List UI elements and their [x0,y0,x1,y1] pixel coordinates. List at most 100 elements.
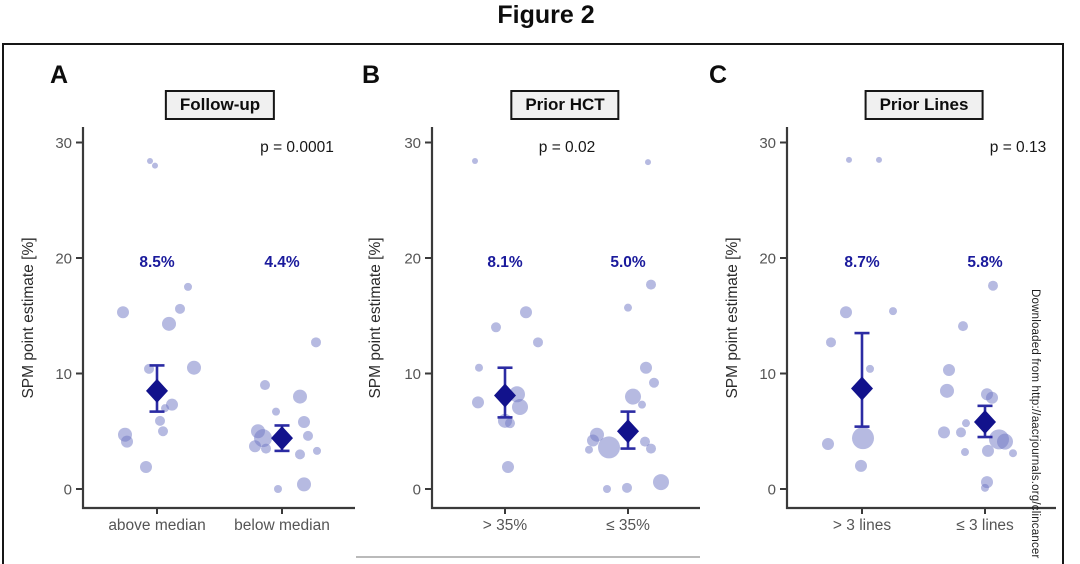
mean-diamond [974,410,996,435]
data-point [505,418,515,429]
x-tick-label: > 35% [483,517,528,534]
data-point [986,391,998,404]
y-tick-label: 20 [55,251,72,268]
y-tick-label: 10 [404,366,421,383]
data-point [502,461,514,474]
data-point [598,436,620,459]
group-mean-label: 8.1% [487,254,523,271]
data-point [645,159,651,166]
x-tick-label: ≤ 3 lines [956,517,1014,534]
data-point [162,316,176,331]
data-point [313,446,321,455]
data-point [158,426,168,437]
data-point [520,306,532,319]
data-point [855,459,867,472]
data-point [261,443,271,454]
data-point [1009,449,1017,458]
x-tick-label: > 3 lines [833,517,891,534]
data-point [956,427,966,438]
data-point [187,360,201,375]
data-point [140,461,152,474]
panel-label-b: B [362,61,381,89]
data-point [889,307,897,316]
data-point [846,156,852,163]
data-point [638,400,646,409]
data-point [147,157,153,164]
data-point [585,445,593,454]
data-point [840,306,852,319]
y-tick-label: 30 [55,135,72,152]
data-point [295,449,305,460]
data-point [249,440,261,453]
data-point [826,337,836,348]
data-point [962,419,970,428]
data-point [866,364,874,373]
panel-header-followup: Follow-up [164,90,276,120]
p-value-a: p = 0.0001 [260,139,334,156]
data-point [988,280,998,291]
data-point [622,482,632,493]
data-point [152,162,158,169]
y-tick-label: 20 [759,251,776,268]
figure-title: Figure 2 [497,1,595,29]
data-point [940,383,954,398]
p-value-b: p = 0.02 [538,139,596,156]
y-tick-label: 30 [759,135,776,152]
data-point [981,483,989,492]
data-point [297,477,311,492]
data-point [311,337,321,348]
y-tick-label: 10 [55,366,72,383]
mean-diamond [271,426,293,451]
p-value-c: p = 0.13 [989,139,1047,156]
figure-border [2,43,1064,564]
data-point [274,485,282,493]
y-tick-label: 10 [759,366,776,383]
data-point [512,398,528,415]
data-point [184,282,192,291]
journal-watermark-text: Downloaded from http://aacrjournals.org/… [1029,289,1041,559]
data-point [646,443,656,454]
y-tick-label: 30 [404,135,421,152]
x-tick-label: ≤ 35% [606,517,650,534]
group-mean-label: 4.4% [264,254,300,271]
data-point [653,474,669,491]
y-tick-label: 0 [64,482,72,499]
x-tick-label: below median [234,517,330,534]
data-point [472,157,478,164]
data-point [260,380,270,391]
mean-diamond [146,378,168,403]
data-point [472,396,484,409]
mean-diamond [851,376,873,401]
data-point [625,388,641,405]
mean-diamond [617,419,639,444]
y-tick-label: 0 [768,482,776,499]
data-point [640,361,652,374]
data-point [303,430,313,441]
data-point [938,426,950,439]
data-point [475,363,483,372]
panel-header-prior-lines: Prior Lines [864,90,984,120]
data-point [961,448,969,457]
y-axis-title-b: SPM point estimate [%] [367,237,384,399]
data-point [161,404,169,413]
data-point [646,279,656,290]
data-point [491,322,501,333]
data-point [298,416,310,429]
x-tick-label: above median [108,517,205,534]
data-point [822,437,834,450]
group-mean-label: 8.7% [844,254,880,271]
group-mean-label: 5.8% [967,254,1003,271]
y-tick-label: 0 [413,482,421,499]
y-axis-title-a: SPM point estimate [%] [20,237,37,399]
data-point [117,306,129,319]
y-axis-title-c: SPM point estimate [%] [724,237,741,399]
group-mean-label: 5.0% [610,254,646,271]
data-point [997,433,1013,450]
data-point [272,407,280,416]
y-tick-label: 20 [404,251,421,268]
data-point [640,436,650,447]
data-point [958,321,968,332]
data-point [155,415,165,426]
data-point [533,337,543,348]
